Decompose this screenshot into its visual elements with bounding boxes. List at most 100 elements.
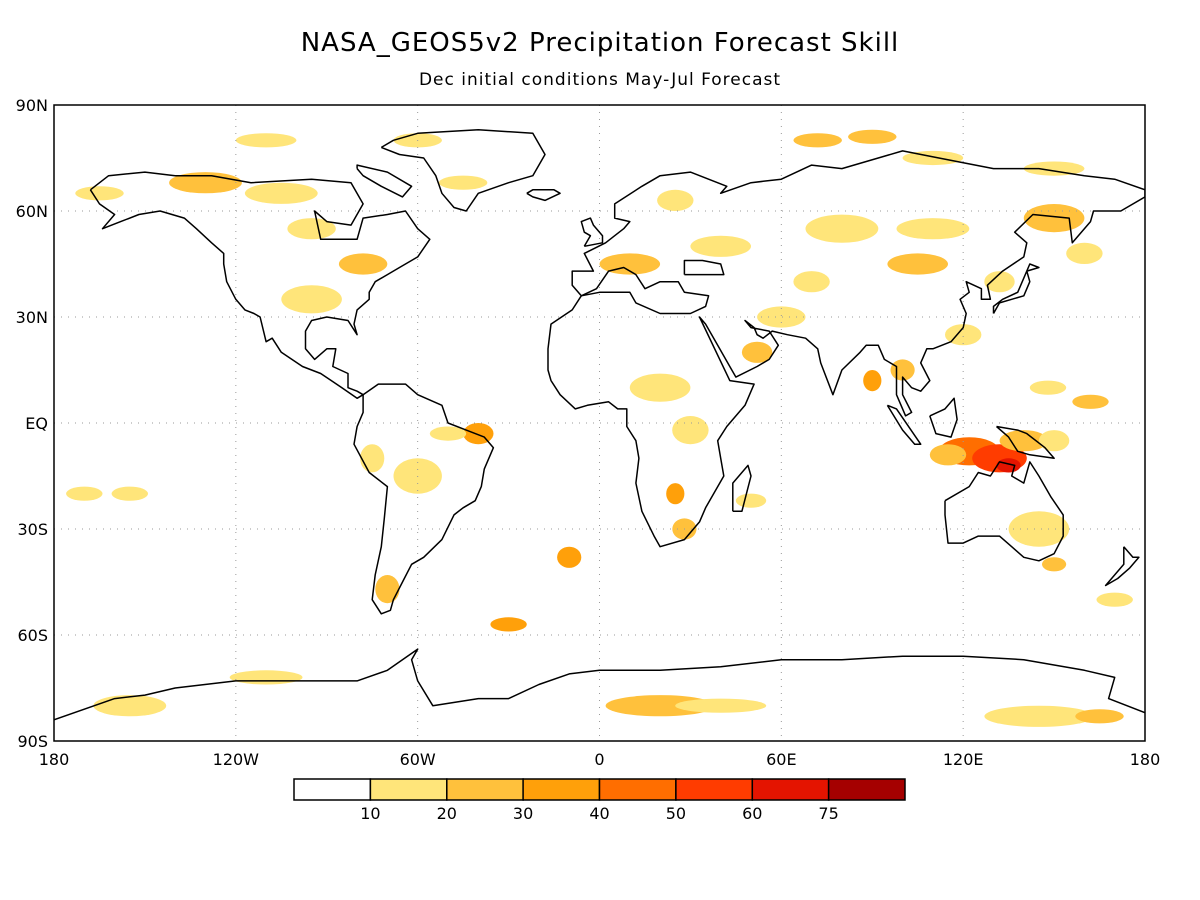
skill-region-18 <box>1023 161 1085 176</box>
longitude-labels: 180 120W 60W 0 60E 120E 180 <box>39 750 1161 769</box>
skill-region-47 <box>605 695 715 717</box>
coastline-uk <box>580 217 604 248</box>
skill-region-2 <box>996 458 1021 473</box>
colorbar-swatch-5 <box>675 778 754 801</box>
colorbar-swatch-4 <box>598 778 677 801</box>
lat-tick-label-4: 30S <box>17 520 48 539</box>
latitude-labels: 90N 60N 30N EQ 30S 60S 90S <box>16 96 48 751</box>
skill-region-4 <box>999 430 1048 452</box>
lat-tick-label-0: 90N <box>16 96 48 115</box>
colorbar-label-2: 30 <box>513 804 533 823</box>
colorbar: 10 20 30 40 50 60 75 <box>293 778 906 823</box>
coastline-australia <box>944 461 1064 562</box>
coastline-japan <box>992 263 1040 314</box>
skill-region-10 <box>887 253 948 275</box>
skill-region-15 <box>793 133 842 148</box>
skill-region-21 <box>657 189 694 211</box>
lon-tick-label-5: 120E <box>943 750 984 769</box>
skill-region-25 <box>672 416 709 445</box>
skill-region-3 <box>929 444 967 466</box>
skill-region-51 <box>93 695 167 717</box>
skill-region-30 <box>244 182 318 204</box>
skill-region-53 <box>1008 511 1070 547</box>
coastline-black-sea <box>683 259 725 276</box>
colorbar-swatch-1 <box>369 778 448 801</box>
coastline-baffin <box>356 164 413 198</box>
lon-tick-label-2: 60W <box>400 750 436 769</box>
skill-region-41 <box>360 444 385 473</box>
coastline-madagascar <box>732 464 752 513</box>
skill-region-31 <box>287 218 336 240</box>
lat-tick-label-3: EQ <box>25 414 48 433</box>
skill-region-54 <box>1042 557 1067 572</box>
skill-region-56 <box>945 324 982 346</box>
lon-tick-label-0: 180 <box>39 750 70 769</box>
lon-tick-label-3: 0 <box>594 750 604 769</box>
skill-region-55 <box>1096 592 1133 607</box>
colorbar-label-5: 60 <box>742 804 762 823</box>
lat-tick-label-2: 30N <box>16 308 48 327</box>
skill-region-52 <box>229 670 303 685</box>
coastline-south-america <box>353 383 495 615</box>
lon-tick-label-1: 120W <box>213 750 260 769</box>
coastline-new-guinea <box>996 425 1055 460</box>
skill-region-42 <box>375 575 400 604</box>
skill-region-23 <box>741 341 773 363</box>
grid-lines <box>54 105 1145 741</box>
coastline-antarctica <box>54 648 1145 721</box>
skill-region-46 <box>490 617 527 632</box>
map-frame-background <box>54 105 1145 741</box>
skill-region-20 <box>690 235 751 257</box>
coastline-greenland <box>380 128 546 212</box>
coastlines <box>54 128 1145 721</box>
skill-region-8 <box>863 370 882 392</box>
colorbar-swatch-6 <box>751 778 830 801</box>
coastline-iceland <box>526 189 561 202</box>
coastline-new-zealand <box>1104 546 1140 587</box>
lon-tick-label-6: 180 <box>1130 750 1161 769</box>
skill-region-5 <box>1038 430 1070 452</box>
coastline-sumatra <box>886 404 922 445</box>
colorbar-label-1: 20 <box>437 804 457 823</box>
map-frame <box>53 104 1146 742</box>
skill-region-11 <box>805 214 879 243</box>
skill-region-50 <box>1075 709 1124 724</box>
colorbar-label-4: 50 <box>666 804 686 823</box>
coastline-mediterranean <box>580 266 710 315</box>
skill-region-32 <box>338 253 388 275</box>
skill-region-35 <box>235 133 297 148</box>
colorbar-label-3: 40 <box>589 804 609 823</box>
skill-region-49 <box>984 705 1094 727</box>
skill-region-44 <box>111 486 148 501</box>
colorbar-label-6: 75 <box>818 804 838 823</box>
skill-region-26 <box>666 483 685 505</box>
skill-region-14 <box>1066 242 1103 264</box>
colorbar-swatch-7 <box>827 778 906 801</box>
skill-region-6 <box>1029 380 1067 395</box>
colorbar-swatch-2 <box>446 778 524 801</box>
map-title: NASA_GEOS5v2 Precipitation Forecast Skil… <box>300 28 900 58</box>
skill-region-43 <box>66 486 103 501</box>
coastline-africa-eurasia <box>547 150 1145 548</box>
skill-region-48 <box>675 698 767 713</box>
lat-tick-label-6: 90S <box>17 732 48 751</box>
skill-region-22 <box>757 306 806 328</box>
skill-region-13 <box>1023 204 1085 233</box>
skill-shading-layer <box>66 129 1133 727</box>
skill-region-7 <box>1072 394 1109 409</box>
skill-region-28 <box>735 493 767 508</box>
skill-region-39 <box>429 426 467 441</box>
lat-tick-label-5: 60S <box>17 626 48 645</box>
skill-region-12 <box>896 218 970 240</box>
lon-tick-label-4: 60E <box>766 750 796 769</box>
skill-region-33 <box>281 285 342 314</box>
skill-region-45 <box>557 546 582 568</box>
skill-region-24 <box>629 373 691 402</box>
map-subtitle: Dec initial conditions May-Jul Forecast <box>418 70 782 90</box>
coastline-borneo <box>929 397 958 438</box>
lat-tick-label-1: 60N <box>16 202 48 221</box>
colorbar-swatch-3 <box>522 778 601 801</box>
skill-region-34 <box>75 186 124 201</box>
skill-region-58 <box>793 271 830 293</box>
